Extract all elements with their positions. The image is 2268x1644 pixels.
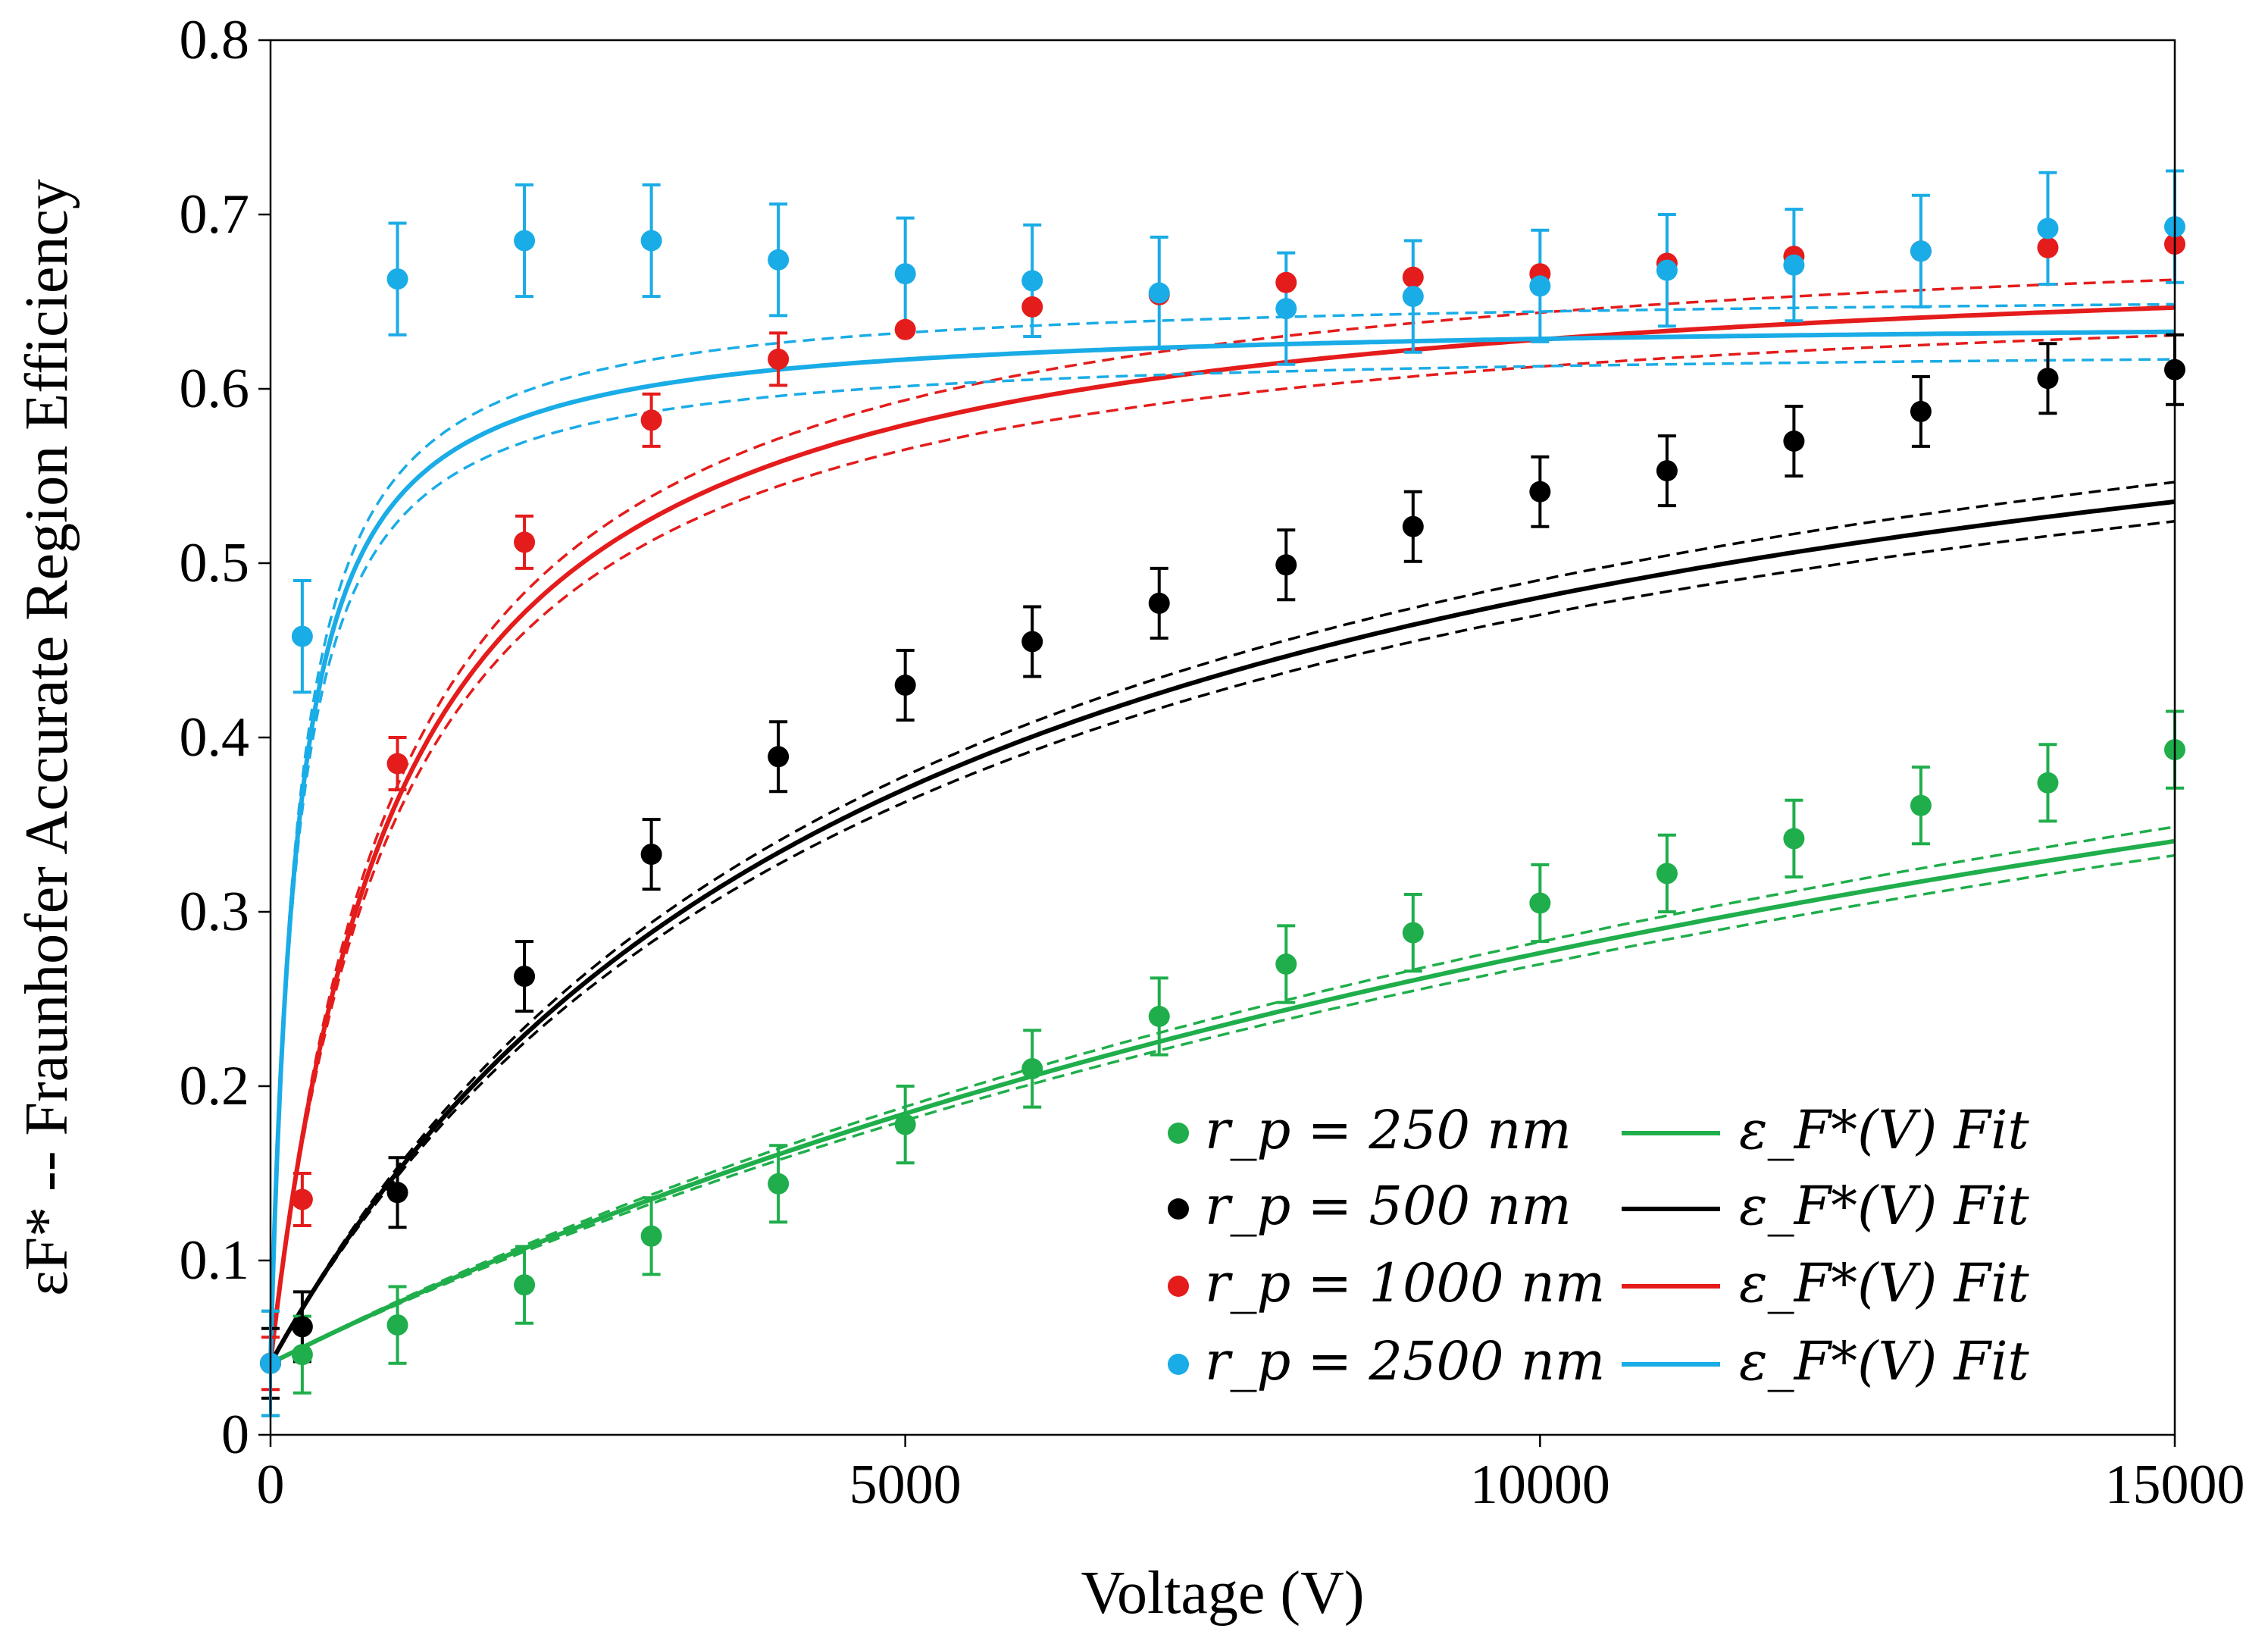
point-1-11 (1529, 481, 1551, 503)
point-3-15 (2037, 218, 2059, 240)
legend-fit-label-2: ε_F*(V) Fit (1739, 1252, 2030, 1314)
legend-fit-label-1: ε_F*(V) Fit (1739, 1175, 2030, 1237)
point-3-6 (894, 263, 916, 285)
point-1-13 (1783, 431, 1805, 452)
x-tick-label-2: 10000 (1470, 1454, 1610, 1516)
fit-lower-band-3 (269, 358, 2176, 1364)
y-tick-label-0: 0 (221, 1404, 249, 1466)
point-1-5 (768, 746, 790, 768)
point-1-15 (2037, 368, 2059, 390)
x-tick-label-1: 5000 (849, 1454, 962, 1516)
legend-marker-0 (1168, 1123, 1189, 1144)
point-2-6 (894, 318, 916, 340)
point-3-7 (1021, 270, 1043, 292)
point-1-3 (514, 966, 536, 988)
y-axis-title: εF* -- Fraunhofer Accurate Region Effici… (14, 179, 80, 1296)
point-0-13 (1783, 828, 1805, 850)
point-1-10 (1402, 515, 1424, 537)
legend-label-3: r_p = 2500 nm (1205, 1330, 1605, 1392)
point-0-5 (768, 1173, 790, 1195)
fit-curve-1 (268, 499, 2176, 1365)
point-3-1 (291, 625, 313, 647)
point-3-3 (514, 230, 536, 252)
point-3-4 (640, 230, 662, 252)
point-1-6 (894, 675, 916, 696)
point-2-4 (640, 409, 662, 431)
point-0-10 (1402, 922, 1424, 944)
point-0-1 (291, 1344, 313, 1366)
y-tick-label-7: 0.7 (180, 183, 250, 246)
point-3-9 (1275, 298, 1297, 320)
y-tick-label-1: 0.1 (180, 1229, 250, 1292)
point-3-11 (1529, 275, 1551, 297)
point-0-2 (386, 1314, 408, 1336)
point-2-7 (1021, 296, 1043, 318)
legend: r_p = 250 nm ε_F*(V) Fit r_p = 500 nm ε_F*(… (1168, 1099, 2030, 1392)
point-2-5 (768, 348, 790, 370)
point-2-1 (291, 1188, 313, 1210)
point-0-14 (1910, 794, 1932, 816)
point-3-5 (768, 249, 790, 271)
y-tick-label-6: 0.6 (180, 358, 250, 420)
point-0-15 (2037, 772, 2059, 794)
point-3-8 (1148, 282, 1170, 304)
y-tick-label-5: 0.5 (180, 532, 250, 594)
point-1-14 (1910, 400, 1932, 422)
point-2-9 (1275, 271, 1297, 293)
data-points (260, 216, 2185, 1374)
legend-fit-label-0: ε_F*(V) Fit (1739, 1099, 2030, 1161)
point-1-7 (1021, 631, 1043, 653)
fit-lower-band-2 (269, 333, 2176, 1364)
legend-label-0: r_p = 250 nm (1205, 1099, 1572, 1161)
legend-fit-label-3: ε_F*(V) Fit (1739, 1330, 2030, 1392)
point-0-3 (514, 1274, 536, 1296)
point-2-10 (1402, 266, 1424, 288)
point-3-13 (1783, 254, 1805, 276)
legend-label-2: r_p = 1000 nm (1205, 1252, 1605, 1314)
fit-curve-2 (268, 305, 2176, 1364)
axis-ticks: 0 5000 10000 15000 0 0.1 0.2 0.3 0.4 0.5 0.6 0.7 0.8 (180, 9, 2245, 1516)
point-0-9 (1275, 954, 1297, 975)
point-3-10 (1402, 286, 1424, 308)
point-2-2 (386, 753, 408, 775)
legend-label-1: r_p = 500 nm (1205, 1175, 1572, 1237)
x-tick-label-0: 0 (257, 1454, 285, 1516)
point-3-2 (386, 268, 408, 290)
point-1-12 (1656, 460, 1678, 482)
fit-upper-band-1 (269, 481, 2176, 1364)
point-1-1 (291, 1316, 313, 1338)
y-tick-label-3: 0.3 (180, 881, 250, 943)
y-tick-label-8: 0.8 (180, 9, 250, 71)
point-1-9 (1275, 554, 1297, 576)
point-0-7 (1021, 1058, 1043, 1079)
legend-marker-3 (1168, 1354, 1189, 1375)
point-3-14 (1910, 240, 1932, 262)
x-axis-title: Voltage (V) (1081, 1560, 1365, 1627)
point-0-11 (1529, 892, 1551, 914)
point-0-12 (1656, 863, 1678, 885)
point-1-2 (386, 1182, 408, 1204)
legend-marker-2 (1168, 1276, 1189, 1297)
point-2-3 (514, 531, 536, 553)
point-1-8 (1148, 592, 1170, 614)
fit-curve-0 (269, 838, 2176, 1366)
fit-upper-band-2 (269, 278, 2176, 1364)
point-3-12 (1656, 259, 1678, 281)
point-0-4 (640, 1225, 662, 1247)
point-0-6 (894, 1113, 916, 1135)
point-1-4 (640, 844, 662, 866)
y-tick-label-2: 0.2 (180, 1055, 250, 1117)
fit-curve-3 (268, 329, 2175, 1364)
x-tick-label-3: 15000 (2105, 1454, 2245, 1516)
legend-marker-1 (1168, 1198, 1189, 1220)
point-2-15 (2037, 236, 2059, 258)
point-0-8 (1148, 1006, 1170, 1027)
y-tick-label-4: 0.4 (180, 706, 250, 769)
